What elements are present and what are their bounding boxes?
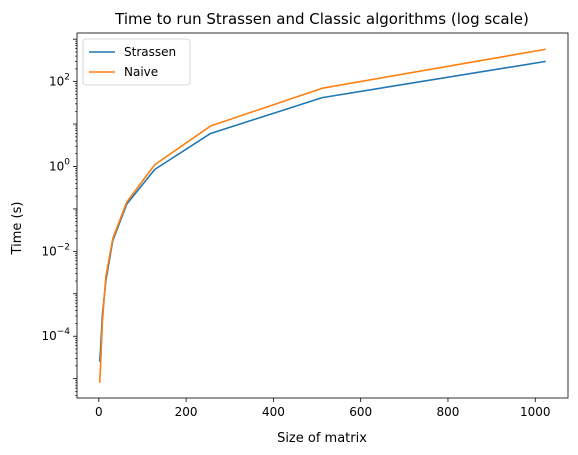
y-tick-base: 10 <box>49 159 64 173</box>
y-tick-label: 10−4 <box>41 327 70 343</box>
series-line-naive <box>98 48 546 383</box>
x-tick-label: 0 <box>95 405 103 419</box>
series-line-strassen <box>98 60 546 362</box>
y-tick-base: 10 <box>41 244 56 258</box>
y-tick-label: 100 <box>49 157 70 173</box>
x-tick-label: 600 <box>349 405 372 419</box>
x-tick-label: 1000 <box>520 405 551 419</box>
y-tick-exponent: 2 <box>64 73 70 83</box>
legend: Strassen Naive <box>82 38 191 86</box>
y-tick-label: 102 <box>49 73 70 89</box>
x-axis: 0 200 400 600 800 1000 <box>95 398 551 419</box>
y-tick-exponent: −4 <box>57 327 71 337</box>
y-tick-base: 10 <box>41 329 56 343</box>
legend-box <box>82 38 191 86</box>
y-tick-label: 10−2 <box>41 242 70 258</box>
x-tick-label: 800 <box>437 405 460 419</box>
chart-title: Time to run Strassen and Classic algorit… <box>114 10 529 28</box>
x-axis-label: Size of matrix <box>277 431 367 446</box>
legend-label: Naive <box>124 65 158 79</box>
y-tick-base: 10 <box>49 75 64 89</box>
x-tick-label: 400 <box>262 405 285 419</box>
y-tick-exponent: 0 <box>64 157 70 167</box>
x-tick-label: 200 <box>175 405 198 419</box>
series-group <box>98 48 546 383</box>
y-tick-exponent: −2 <box>57 242 70 252</box>
y-axis-label: Time (s) <box>10 202 25 256</box>
legend-label: Strassen <box>124 45 176 59</box>
